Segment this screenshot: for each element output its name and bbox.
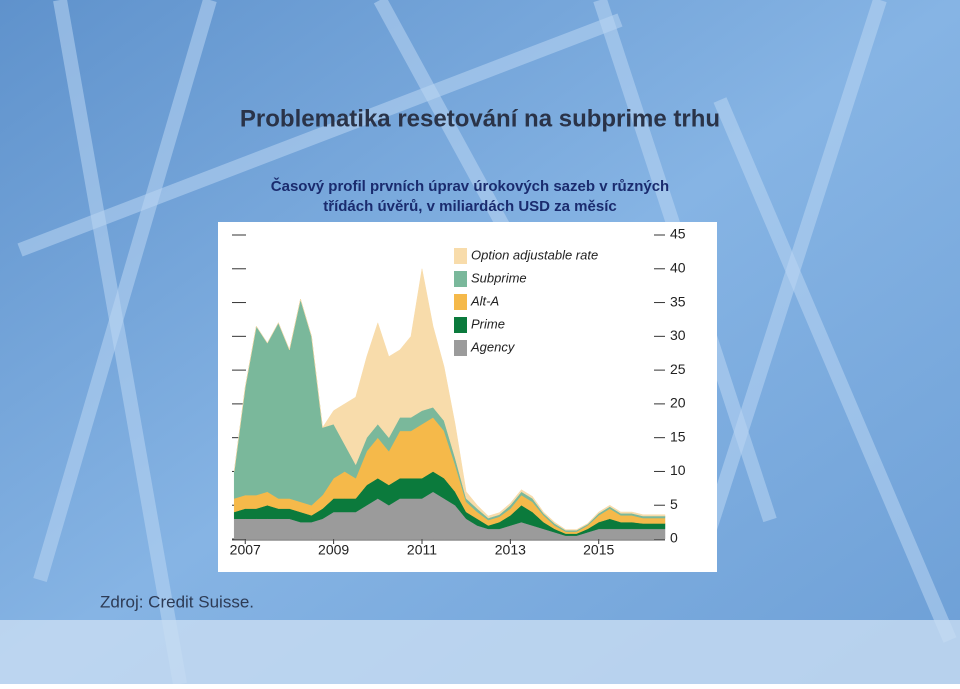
- x-tick-label: 2011: [407, 542, 437, 558]
- x-tick-label: 2013: [495, 542, 526, 558]
- y-tick-label: 25: [670, 361, 686, 377]
- x-tick-label: 2015: [583, 542, 614, 558]
- legend-swatch: [454, 271, 467, 287]
- legend-swatch: [454, 340, 467, 356]
- legend-label: Option adjustable rate: [471, 247, 598, 262]
- area: [233, 268, 666, 531]
- y-tick-label: 0: [670, 530, 678, 546]
- source: Zdroj: Credit Suisse.: [100, 592, 254, 611]
- legend-swatch: [454, 248, 467, 264]
- legend-swatch: [454, 317, 467, 333]
- y-tick-label: 10: [670, 462, 686, 478]
- footer-band: [0, 620, 960, 684]
- slide-title: Problematika resetování na subprime trhu: [240, 105, 720, 132]
- y-tick-label: 30: [670, 327, 686, 343]
- subtitle-line: třídách úvěrů, v miliardách USD za měsíc: [323, 198, 616, 215]
- x-tick-label: 2009: [318, 542, 349, 558]
- subtitle-line: Časový profil prvních úprav úrokových sa…: [271, 177, 669, 195]
- y-tick-label: 45: [670, 226, 686, 242]
- legend-label: Agency: [470, 339, 516, 354]
- legend-label: Prime: [471, 316, 505, 331]
- y-tick-label: 40: [670, 259, 686, 275]
- decor-stripes: [17, 0, 957, 686]
- y-tick-label: 5: [670, 496, 678, 512]
- y-tick-label: 15: [670, 428, 686, 444]
- y-tick-label: 20: [670, 395, 686, 411]
- legend-label: Alt-A: [470, 293, 499, 308]
- y-tick-label: 35: [670, 293, 686, 309]
- plot: 0 5 10 15 20 25 30 35 40 45 2007 2009 2011 2013 2015 Op…: [230, 226, 686, 558]
- legend-swatch: [454, 294, 467, 310]
- x-tick-label: 2007: [230, 542, 261, 558]
- legend-label: Subprime: [471, 270, 527, 285]
